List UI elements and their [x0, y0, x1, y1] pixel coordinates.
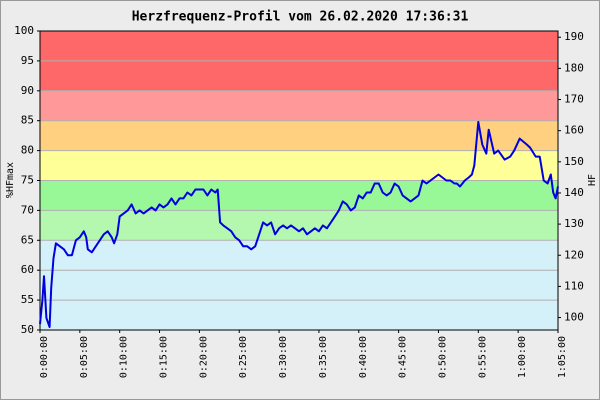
x-tick-label: 0:15:00	[159, 336, 170, 378]
y2-tick-label: 150	[564, 155, 584, 168]
y2-tick-label: 140	[564, 186, 584, 199]
y-tick-label: 80	[21, 144, 34, 157]
x-tick-label: 0:05:00	[79, 336, 90, 378]
plot-border	[39, 30, 559, 331]
x-tick-label: 0:00:00	[39, 336, 50, 378]
y2-tick-label: 180	[564, 61, 584, 74]
y2-tick-label: 120	[564, 248, 584, 261]
x-tick-label: 0:30:00	[278, 336, 289, 378]
y-axis-label: %HFmax	[5, 162, 16, 198]
y-tick-label: 60	[21, 263, 34, 276]
x-tick-label: 0:40:00	[358, 336, 369, 378]
y2-tick-label: 110	[564, 279, 584, 292]
x-tick-label: 1:05:00	[557, 336, 568, 378]
x-tick-label: 0:10:00	[119, 336, 130, 378]
y2-axis-label: HF	[587, 174, 598, 186]
y2-tick-label: 160	[564, 124, 584, 137]
y-tick-label: 75	[21, 174, 34, 187]
chart-title: Herzfrequenz-Profil vom 26.02.2020 17:36…	[132, 10, 469, 25]
zone-band	[40, 150, 558, 181]
y-tick-label: 90	[21, 84, 34, 97]
y-tick-label: 95	[21, 54, 34, 67]
x-tick-label: 1:00:00	[517, 336, 528, 378]
y-tick-label: 70	[21, 203, 34, 216]
x-tick-label: 0:50:00	[437, 336, 448, 378]
zone-band	[40, 210, 558, 241]
y2-tick-label: 190	[564, 30, 584, 43]
zone-band	[40, 120, 558, 151]
y-tick-label: 50	[21, 323, 34, 336]
y-tick-label: 85	[21, 114, 34, 127]
x-tick-label: 0:45:00	[398, 336, 409, 378]
y2-tick-label: 130	[564, 217, 584, 230]
zone-band	[40, 180, 558, 211]
x-tick-label: 0:55:00	[477, 336, 488, 378]
y-tick-label: 65	[21, 233, 34, 246]
hr-line	[39, 120, 559, 328]
x-tick-label: 0:35:00	[318, 336, 329, 378]
y2-tick-label: 170	[564, 93, 584, 106]
x-tick-label: 0:25:00	[238, 336, 249, 378]
zone-band	[40, 240, 558, 330]
y-tick-label: 55	[21, 293, 34, 306]
y-tick-label: 100	[14, 24, 34, 37]
x-tick-label: 0:20:00	[198, 336, 209, 378]
zone-band	[40, 90, 558, 121]
y2-tick-label: 100	[564, 311, 584, 324]
